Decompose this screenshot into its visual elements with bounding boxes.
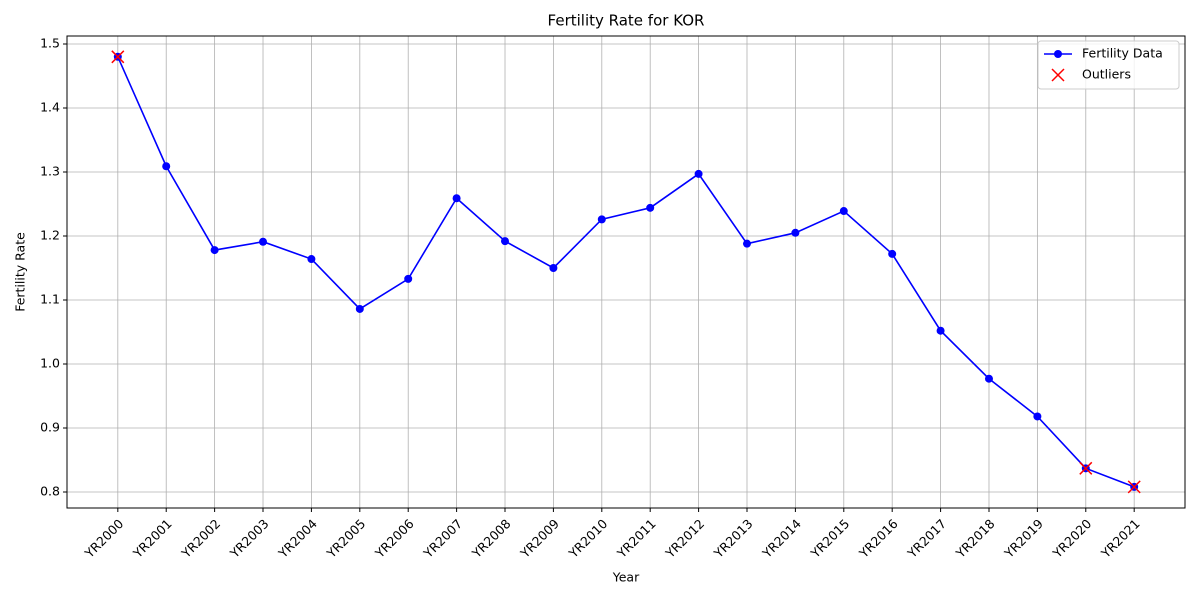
- x-tick-label: YR2013: [710, 516, 755, 561]
- outlier-marker: [1079, 461, 1093, 475]
- x-tick-label: YR2017: [904, 516, 949, 561]
- legend-marker: [1054, 50, 1062, 58]
- y-tick-label: 1.0: [40, 356, 60, 371]
- x-tick-label: YR2012: [662, 516, 707, 561]
- data-point: [210, 246, 219, 255]
- data-point: [791, 228, 800, 237]
- data-point: [839, 207, 848, 216]
- data-point: [597, 215, 606, 224]
- x-stroke: [111, 50, 125, 64]
- x-tick-label: YR2007: [420, 516, 465, 561]
- y-tick-label: 1.1: [40, 292, 60, 307]
- y-tick-label: 1.3: [40, 164, 60, 179]
- y-tick-label: 0.8: [40, 484, 60, 499]
- outlier-marker: [1051, 68, 1065, 82]
- chart-title: Fertility Rate for KOR: [548, 12, 705, 30]
- data-point: [307, 255, 316, 264]
- data-point: [355, 304, 364, 313]
- x-tick-label: YR2008: [468, 516, 513, 561]
- data-point: [452, 194, 461, 203]
- outlier-marker: [111, 50, 125, 64]
- x-tick-label: YR2016: [855, 516, 900, 561]
- data-point: [1033, 412, 1042, 421]
- x-tick-label: YR2004: [275, 516, 320, 561]
- data-point: [501, 237, 510, 246]
- x-tick-label: YR2015: [807, 516, 852, 561]
- data-point: [936, 326, 945, 335]
- x-stroke: [1127, 480, 1141, 494]
- x-tick-label: YR2000: [81, 516, 126, 561]
- x-tick-label: YR2014: [759, 516, 804, 561]
- x-tick-label: YR2018: [952, 516, 997, 561]
- data-point: [984, 374, 993, 383]
- x-tick-label: YR2011: [613, 516, 658, 561]
- data-point: [549, 264, 558, 272]
- y-tick-label: 1.2: [40, 228, 60, 243]
- x-tick-label: YR2002: [178, 516, 223, 561]
- x-stroke: [1051, 68, 1065, 82]
- data-point: [888, 249, 897, 258]
- x-axis-label: Year: [612, 570, 640, 585]
- data-point: [404, 274, 413, 283]
- x-tick-label: YR2001: [129, 516, 174, 561]
- legend-label: Fertility Data: [1082, 46, 1163, 61]
- data-point: [694, 169, 703, 178]
- y-tick-label: 1.4: [40, 100, 60, 115]
- data-point: [742, 239, 751, 248]
- outlier-marker: [1127, 480, 1141, 494]
- y-tick-label: 0.9: [40, 420, 60, 435]
- data-point: [162, 162, 171, 171]
- x-tick-label: YR2019: [1001, 516, 1046, 561]
- data-point: [259, 237, 268, 246]
- x-tick-label: YR2006: [371, 516, 416, 561]
- plot-frame: [66, 35, 1186, 509]
- series-line: [117, 56, 1135, 488]
- x-tick-label: YR2020: [1049, 516, 1094, 561]
- legend-box: [1037, 40, 1180, 90]
- legend-label: Outliers: [1082, 67, 1131, 82]
- y-axis-label: Fertility Rate: [13, 232, 28, 312]
- x-stroke: [1079, 461, 1093, 475]
- data-point: [646, 203, 655, 212]
- x-tick-label: YR2010: [565, 516, 610, 561]
- x-tick-label: YR2021: [1097, 516, 1142, 561]
- x-tick-label: YR2009: [517, 516, 562, 561]
- x-tick-label: YR2005: [323, 516, 368, 561]
- x-tick-label: YR2003: [226, 516, 271, 561]
- y-tick-label: 1.5: [40, 36, 60, 51]
